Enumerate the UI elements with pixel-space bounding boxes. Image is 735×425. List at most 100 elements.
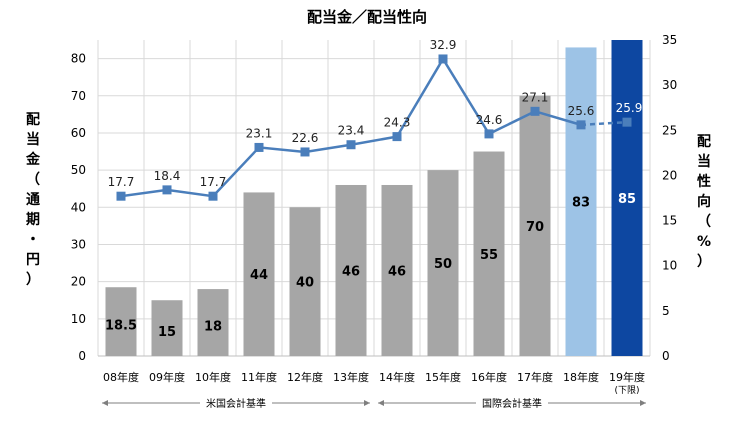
bar-value-label: 55 [480, 248, 498, 263]
bar-value-label: 44 [250, 268, 268, 283]
right-tick-label: 5 [662, 304, 670, 318]
category-label: 12年度 [287, 370, 323, 384]
line-marker [484, 129, 494, 139]
left-axis-title-char: 金 [25, 151, 41, 168]
bar-value-label: 50 [434, 257, 452, 272]
line-marker [622, 117, 632, 127]
left-tick-label: 0 [78, 349, 86, 363]
left-tick-label: 60 [71, 126, 86, 140]
line-value-label: 24.6 [476, 113, 503, 127]
line-value-label: 17.7 [200, 175, 227, 189]
right-axis-title-char: （ [697, 214, 711, 230]
right-axis-ticks: 0 5 10 15 20 25 30 35 [662, 33, 677, 363]
bracket-arrow-right [364, 400, 370, 406]
bar [611, 40, 643, 356]
gridlines [97, 40, 651, 357]
line-series: 17.7 18.4 17.7 23.1 22.6 23.4 24.3 32.9 24.6 27.1… [108, 38, 643, 201]
category-label: 09年度 [149, 370, 185, 384]
left-tick-label: 40 [71, 200, 86, 214]
category-label: 08年度 [103, 370, 139, 384]
right-tick-label: 30 [662, 78, 677, 92]
right-axis-title-char: 配 [697, 134, 711, 150]
line-marker [208, 191, 218, 201]
line-marker [346, 140, 356, 150]
category-label: 11年度 [241, 370, 277, 384]
bar [427, 170, 459, 356]
bar [381, 184, 413, 356]
bar [151, 300, 183, 356]
left-axis-title-char: 当 [26, 131, 40, 148]
category-label: 18年度 [563, 370, 599, 384]
bar-value-label: 15 [158, 325, 176, 340]
left-axis-title-char: 期 [26, 212, 40, 228]
category-label: 13年度 [333, 370, 369, 384]
line-marker [530, 106, 540, 116]
line-value-label: 24.3 [384, 116, 411, 130]
right-tick-label: 25 [662, 123, 677, 137]
right-tick-label: 15 [662, 214, 677, 228]
line-marker [438, 54, 448, 64]
accounting-standard-label: 国際会計基準 [482, 397, 542, 410]
right-axis-title: 配当性向 （% ） [697, 134, 711, 270]
bar-value-label: 18 [204, 320, 222, 335]
left-tick-label: 80 [71, 52, 86, 66]
category-label: 19年度 [609, 370, 645, 384]
line-marker [300, 147, 310, 157]
left-tick-label: 20 [71, 275, 86, 289]
left-axis-title-char: 円 [26, 252, 40, 268]
bar [243, 192, 275, 356]
line-value-label: 25.6 [568, 104, 595, 118]
bar [519, 95, 551, 356]
category-label: 14年度 [379, 370, 415, 384]
bar-value-label: 83 [572, 196, 590, 211]
right-tick-label: 0 [662, 349, 670, 363]
bar-value-label: 85 [618, 192, 636, 207]
bracket-arrow-right [640, 400, 646, 406]
right-axis-title-char: % [697, 234, 711, 250]
line-value-label: 27.1 [522, 90, 549, 104]
category-label: 15年度 [425, 370, 461, 384]
left-tick-label: 10 [71, 312, 86, 326]
bar-value-label: 46 [388, 264, 406, 279]
bar-value-label: 18.5 [105, 319, 137, 334]
line-marker [254, 142, 264, 152]
left-axis-title: 配当金 （ 通期・円 ） [25, 112, 41, 288]
left-axis-title-char: （ [26, 172, 40, 188]
chart-title: 配当金／配当性向 [307, 8, 427, 26]
left-axis-title-char: ） [26, 272, 40, 288]
line-value-label: 25.9 [616, 101, 643, 115]
line-marker [392, 132, 402, 142]
category-label: 16年度 [471, 370, 507, 384]
left-tick-label: 30 [71, 237, 86, 251]
right-axis-title-char: ） [697, 254, 711, 270]
right-tick-label: 20 [662, 168, 677, 182]
category-label: 10年度 [195, 370, 231, 384]
right-axis-title-char: 向 [697, 193, 711, 210]
line-value-label: 18.4 [154, 169, 181, 183]
left-axis-ticks: 0 10 20 30 40 50 60 70 80 [71, 52, 86, 363]
bar [197, 289, 229, 356]
bar-value-label: 40 [296, 276, 314, 291]
bar [565, 47, 597, 356]
bar [289, 207, 321, 356]
line-value-label: 23.4 [338, 124, 365, 138]
category-label: 17年度 [517, 370, 553, 384]
category-note: (下限) [614, 385, 639, 396]
line-value-label: 17.7 [108, 175, 135, 189]
left-tick-label: 50 [71, 163, 86, 177]
right-tick-label: 10 [662, 259, 677, 273]
left-axis-title-char: 通 [26, 192, 40, 208]
bracket-arrow-left [102, 400, 108, 406]
right-axis-title-char: 当 [697, 153, 711, 170]
bracket-arrow-left [378, 400, 384, 406]
left-tick-label: 70 [71, 89, 86, 103]
category-labels: 08年度 09年度 10年度 11年度 12年度 13年度 14年度 15年度 16年度 17年度… [103, 370, 645, 396]
bar-value-label: 46 [342, 264, 360, 279]
left-axis-title-char: 配 [26, 112, 40, 128]
bar [335, 184, 367, 356]
right-tick-label: 35 [662, 33, 677, 47]
line-marker [162, 185, 172, 195]
bar [473, 151, 505, 356]
accounting-standard-label: 米国会計基準 [206, 397, 266, 410]
